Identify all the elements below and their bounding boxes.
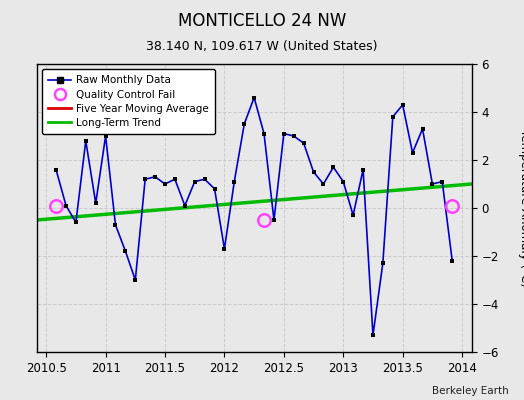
Text: MONTICELLO 24 NW: MONTICELLO 24 NW [178,12,346,30]
Text: 38.140 N, 109.617 W (United States): 38.140 N, 109.617 W (United States) [146,40,378,53]
Legend: Raw Monthly Data, Quality Control Fail, Five Year Moving Average, Long-Term Tren: Raw Monthly Data, Quality Control Fail, … [42,69,215,134]
Y-axis label: Temperature Anomaly (°C): Temperature Anomaly (°C) [518,129,524,287]
Text: Berkeley Earth: Berkeley Earth [432,386,508,396]
